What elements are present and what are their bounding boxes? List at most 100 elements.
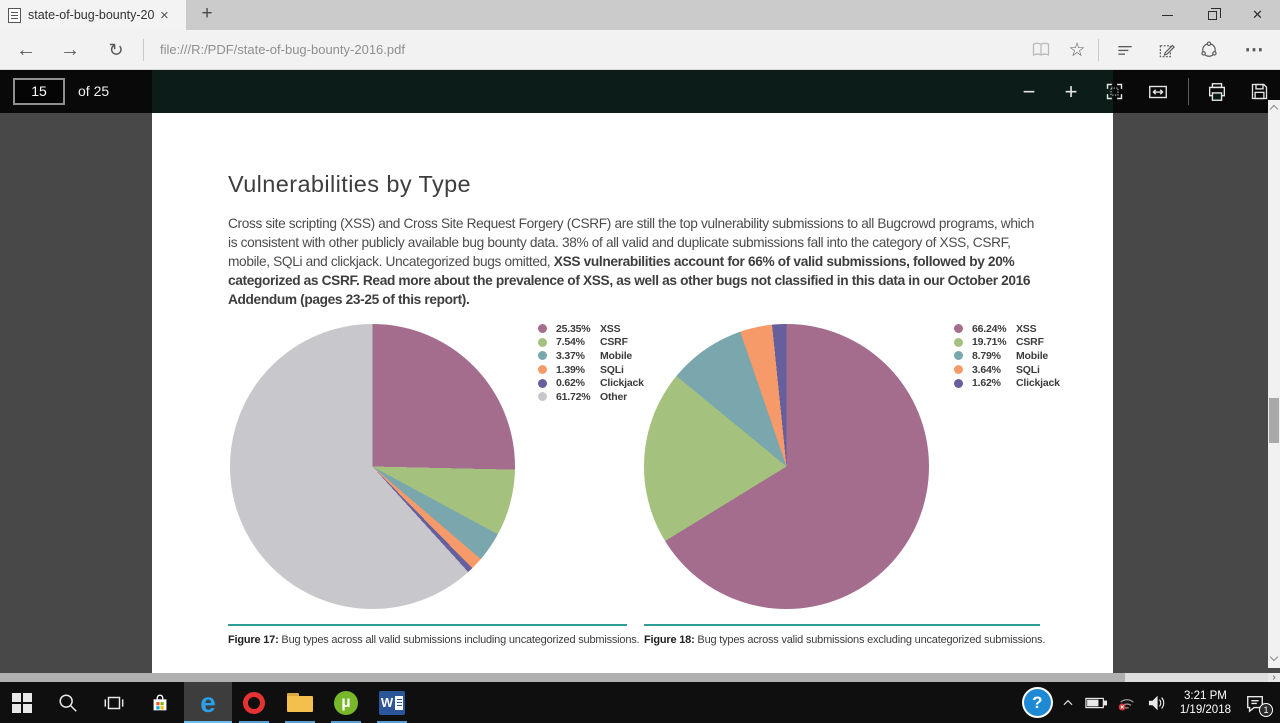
word-taskbar-icon[interactable]: W xyxy=(370,682,414,723)
legend-figure-17: 25.35% XSS 7.54% CSRF 3.37% Mobile 1.39% SQLi 0.… xyxy=(538,322,644,404)
legend-swatch xyxy=(538,392,547,402)
figure-18-rule xyxy=(644,624,1040,626)
figure-17-text: Bug types across all valid submissions i… xyxy=(278,634,640,646)
file-explorer-icon[interactable] xyxy=(278,682,322,723)
page-number-input[interactable]: 15 xyxy=(13,78,65,105)
legend-swatch xyxy=(538,337,547,347)
utorrent-taskbar-icon[interactable]: µ xyxy=(324,682,368,723)
legend-item: 3.64% SQLi xyxy=(954,363,1060,377)
task-view-icon[interactable] xyxy=(92,682,136,723)
page-title: Vulnerabilities by Type xyxy=(228,171,472,197)
vertical-scrollbar-thumb[interactable] xyxy=(1269,398,1279,443)
legend-swatch xyxy=(538,351,547,361)
close-tab-icon[interactable]: × xyxy=(160,6,169,24)
help-tray-icon[interactable]: ? xyxy=(1023,689,1051,716)
fit-to-width-icon[interactable] xyxy=(1140,70,1176,113)
zoom-in-button[interactable]: + xyxy=(1064,78,1078,104)
divider xyxy=(143,39,144,61)
zoom-out-button[interactable]: − xyxy=(1022,78,1036,104)
figure-17-label: Figure 17: xyxy=(228,634,279,646)
figure-18-label: Figure 18: xyxy=(644,634,695,646)
start-button[interactable] xyxy=(0,682,44,723)
back-button[interactable]: ← xyxy=(16,38,36,61)
microsoft-store-icon[interactable] xyxy=(138,682,182,723)
vertical-scrollbar[interactable] xyxy=(1268,100,1280,668)
opera-taskbar-icon[interactable] xyxy=(232,682,276,723)
horizontal-scrollbar[interactable] xyxy=(0,673,1268,682)
refresh-button[interactable]: ↻ xyxy=(108,39,124,60)
legend-item: 25.35% XSS xyxy=(538,322,644,336)
taskbar: e µ W ? xyxy=(0,682,1280,723)
legend-label: SQLi xyxy=(600,363,624,376)
volume-icon[interactable] xyxy=(1147,694,1167,712)
legend-item: 66.24% XSS xyxy=(954,322,1060,336)
legend-item: 8.79% Mobile xyxy=(954,349,1060,363)
favorites-star-icon[interactable]: ☆ xyxy=(1068,39,1086,61)
search-icon[interactable] xyxy=(46,682,90,723)
tray-date: 1/19/2018 xyxy=(1179,703,1231,716)
pdf-page: Vulnerabilities by Type Cross site scrip… xyxy=(152,113,1113,673)
forward-button[interactable]: → xyxy=(60,38,80,61)
legend-label: CSRF xyxy=(1016,336,1044,349)
folder-icon xyxy=(287,693,313,712)
question-mark-icon: ? xyxy=(1023,689,1051,716)
body-paragraph: Cross site scripting (XSS) and Cross Sit… xyxy=(228,214,1046,309)
notification-badge: 1 xyxy=(1259,702,1273,717)
legend-percent: 0.62% xyxy=(556,377,585,390)
legend-item: 7.54% CSRF xyxy=(538,336,644,350)
minimize-button[interactable] xyxy=(1145,0,1190,30)
divider xyxy=(1098,39,1099,61)
new-tab-button[interactable]: + xyxy=(201,3,213,24)
restore-icon xyxy=(1208,7,1221,20)
legend-label: Other xyxy=(600,390,628,403)
edge-logo-icon: e xyxy=(200,686,216,718)
clock[interactable]: 3:21 PM 1/19/2018 xyxy=(1180,689,1231,717)
legend-percent: 3.64% xyxy=(972,363,1001,376)
legend-swatch xyxy=(538,324,547,334)
browser-titlebar: state-of-bug-bounty-20 × + ✕ xyxy=(0,0,1280,30)
tray-expand-icon[interactable] xyxy=(1061,696,1075,710)
tray-time: 3:21 PM xyxy=(1184,689,1227,702)
paragraph-regular: Cross site scripting (XSS) and Cross Sit… xyxy=(228,216,1035,269)
share-icon[interactable] xyxy=(1192,30,1226,70)
more-options-icon[interactable]: ⋯ xyxy=(1244,39,1264,61)
horizontal-scrollbar-thumb[interactable] xyxy=(0,673,1125,682)
figure-18-caption: Figure 18: Bug types across valid submis… xyxy=(644,634,1045,646)
pdf-viewport[interactable]: Vulnerabilities by Type Cross site scrip… xyxy=(0,113,1280,673)
battery-icon[interactable] xyxy=(1085,696,1107,710)
pdf-toolbar-tint xyxy=(152,70,1113,113)
scroll-down-icon[interactable] xyxy=(1269,652,1279,662)
full-screen-icon[interactable] xyxy=(1096,70,1132,113)
scroll-right-icon[interactable]: › xyxy=(1268,673,1280,683)
running-indicator xyxy=(331,721,361,723)
browser-tab[interactable]: state-of-bug-bounty-20 × xyxy=(0,0,186,30)
web-note-icon[interactable] xyxy=(1150,30,1184,70)
url-field[interactable]: file:///R:/PDF/state-of-bug-bounty-2016.… xyxy=(160,42,405,57)
legend-swatch xyxy=(538,365,547,375)
legend-percent: 25.35% xyxy=(556,322,591,335)
restore-button[interactable] xyxy=(1190,0,1235,30)
legend-percent: 7.54% xyxy=(556,336,585,349)
legend-percent: 3.37% xyxy=(556,349,585,362)
tab-title: state-of-bug-bounty-20 xyxy=(28,8,155,22)
legend-label: Clickjack xyxy=(600,377,644,390)
edge-taskbar-icon[interactable]: e xyxy=(184,682,232,723)
legend-item: 61.72% Other xyxy=(538,390,644,404)
save-icon[interactable] xyxy=(1240,70,1278,113)
legend-swatch xyxy=(538,378,547,388)
reading-view-icon[interactable] xyxy=(1024,30,1058,70)
print-icon[interactable] xyxy=(1198,70,1236,113)
scroll-up-icon[interactable] xyxy=(1269,104,1279,114)
legend-item: 3.37% Mobile xyxy=(538,349,644,363)
opera-logo-icon xyxy=(243,691,265,714)
legend-swatch xyxy=(954,365,963,375)
action-center-icon[interactable]: 1 xyxy=(1244,693,1273,717)
legend-label: SQLi xyxy=(1016,363,1040,376)
hub-icon[interactable] xyxy=(1108,30,1142,70)
network-disconnected-icon[interactable] xyxy=(1117,695,1137,711)
legend-item: 1.39% SQLi xyxy=(538,363,644,377)
legend-percent: 66.24% xyxy=(972,322,1007,335)
close-window-button[interactable]: ✕ xyxy=(1252,7,1263,22)
legend-label: Mobile xyxy=(1016,349,1049,362)
window-controls: ✕ xyxy=(1145,0,1280,30)
